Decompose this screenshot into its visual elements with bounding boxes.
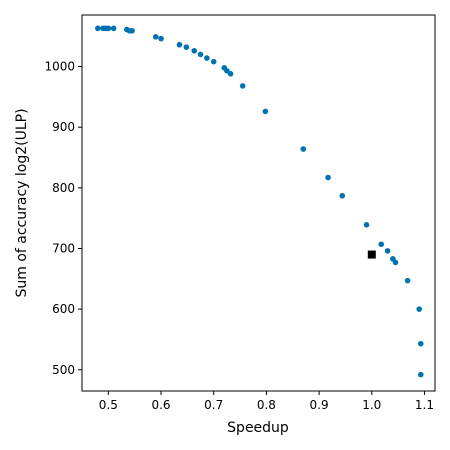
x-tick-label: 0.9 xyxy=(310,398,329,412)
scatter-point xyxy=(404,277,411,284)
scatter-point xyxy=(176,41,183,48)
x-tick-label: 0.8 xyxy=(257,398,276,412)
baseline-square-point xyxy=(367,250,376,259)
y-tick-label: 500 xyxy=(52,363,75,377)
scatter-point xyxy=(417,371,424,378)
scatter-point xyxy=(210,58,217,65)
scatter-point xyxy=(183,44,190,50)
scatter-point xyxy=(105,25,112,32)
y-axis-ticks: 500 600 700 800 900 1000 xyxy=(44,60,82,377)
scatter-point xyxy=(197,51,204,58)
scatter-point xyxy=(325,174,331,181)
scatter-point xyxy=(262,108,269,115)
scatter-point xyxy=(158,35,164,42)
plot-frame xyxy=(81,14,436,392)
scatter-point xyxy=(363,222,370,228)
x-tick-label: 0.7 xyxy=(204,398,223,412)
scatter-point xyxy=(417,340,424,347)
scatter-point xyxy=(339,192,346,199)
y-tick-label: 700 xyxy=(52,241,75,255)
scatter-point xyxy=(239,83,246,89)
y-tick-label: 1000 xyxy=(44,60,75,74)
x-tick-label: 0.6 xyxy=(151,398,170,412)
scatter-point xyxy=(392,259,399,266)
y-tick-label: 800 xyxy=(52,181,75,195)
x-tick-label: 0.5 xyxy=(99,398,118,412)
x-tick-label: 1.1 xyxy=(415,398,434,412)
scatter-point xyxy=(384,248,391,254)
data-points xyxy=(95,25,424,378)
y-axis-label: Sum of accuracy log2(ULP) xyxy=(14,108,30,297)
y-tick-label: 600 xyxy=(52,302,75,316)
y-tick-label: 900 xyxy=(52,120,75,134)
x-axis-label: Speedup xyxy=(227,420,289,436)
scatter-point xyxy=(204,55,210,61)
scatter-point xyxy=(378,241,385,248)
scatter-point xyxy=(152,34,159,40)
x-axis-ticks: 0.5 0.6 0.7 0.8 0.9 1.0 1.1 xyxy=(99,391,434,412)
scatter-point xyxy=(300,146,307,152)
x-tick-label: 1.0 xyxy=(362,398,381,412)
scatter-point xyxy=(224,67,230,74)
scatter-point xyxy=(227,71,234,77)
scatter-point xyxy=(129,27,135,34)
scatter-point xyxy=(95,25,101,32)
scatter-point xyxy=(191,47,198,54)
scatter-point xyxy=(110,25,117,32)
scatter-point xyxy=(416,306,422,312)
